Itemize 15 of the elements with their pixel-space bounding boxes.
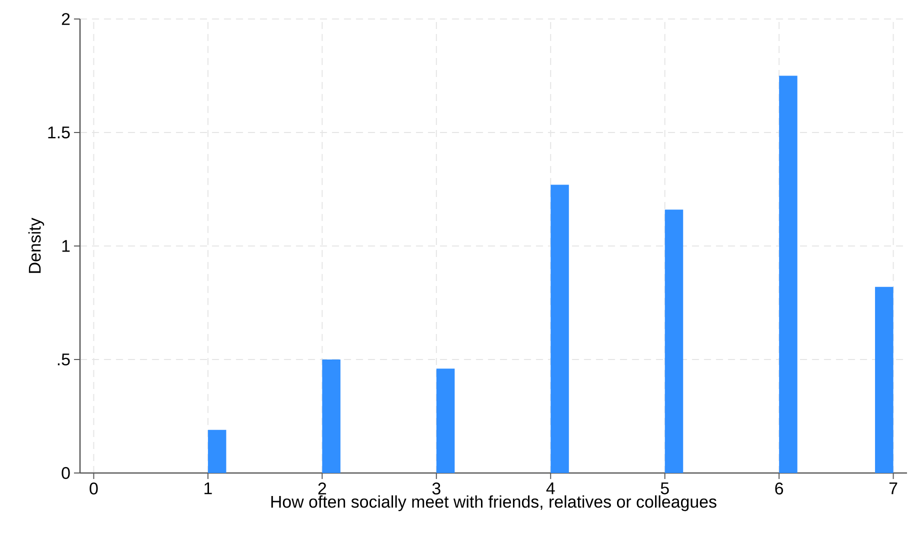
y-tick-label: 1.5 [48, 126, 70, 138]
x-tick-label: 2 [318, 482, 326, 494]
x-tick-label: 3 [432, 482, 440, 494]
y-tick-label: 2 [62, 13, 70, 25]
x-axis-title: How often socially meet with friends, relatives or colleagues [271, 495, 716, 512]
x-tick-label: 5 [660, 482, 669, 494]
x-tick-label: 1 [204, 482, 212, 494]
x-tick-label: 4 [546, 482, 555, 494]
y-tick-label: 0 [62, 466, 70, 479]
x-tick-label: 0 [90, 482, 98, 494]
x-tick-label: 6 [775, 482, 784, 494]
y-tick-label: 1 [62, 240, 70, 252]
x-tick-label: 7 [889, 482, 898, 494]
y-tick-label: .5 [58, 354, 70, 366]
y-axis-title: Density [28, 218, 44, 273]
